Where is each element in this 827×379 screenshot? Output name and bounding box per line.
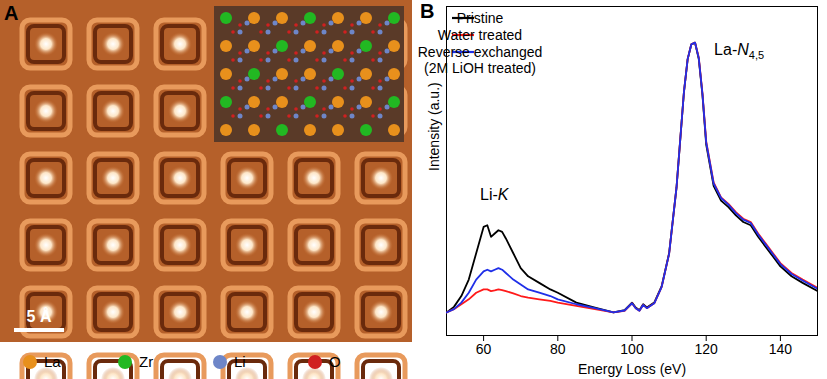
svg-text:120: 120	[695, 341, 719, 357]
svg-text:Zr: Zr	[139, 353, 153, 370]
svg-text:Li: Li	[234, 353, 246, 370]
svg-text:La-N4,5: La-N4,5	[714, 41, 764, 61]
svg-text:O: O	[329, 353, 341, 370]
svg-text:60: 60	[476, 341, 492, 357]
svg-text:Li-K: Li-K	[480, 186, 510, 203]
svg-text:Water treated: Water treated	[438, 27, 522, 43]
svg-text:Pristine: Pristine	[457, 10, 504, 26]
svg-text:140: 140	[769, 341, 793, 357]
svg-text:80: 80	[550, 341, 566, 357]
svg-text:5 Å: 5 Å	[27, 307, 52, 325]
svg-text:100: 100	[620, 341, 644, 357]
svg-text:Reverse exchanged(2M LiOH trea: Reverse exchanged(2M LiOH treated)	[418, 44, 542, 76]
svg-text:A: A	[4, 2, 18, 24]
svg-text:Intensity (a.u.): Intensity (a.u.)	[426, 82, 442, 171]
html-text:B: B	[420, 0, 435, 22]
svg-text:Energy Loss (eV): Energy Loss (eV)	[578, 361, 686, 377]
svg-text:La: La	[44, 353, 61, 370]
